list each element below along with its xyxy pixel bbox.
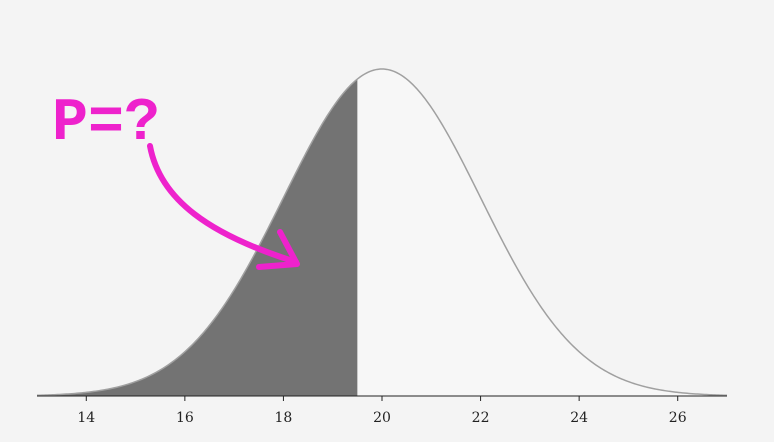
annotation-label: P=? xyxy=(52,90,160,158)
shaded-probability-area xyxy=(37,79,358,396)
x-tick-label: 20 xyxy=(373,410,391,426)
x-tick-label: 14 xyxy=(77,410,95,426)
x-axis-ticks: 14 16 18 20 22 24 26 xyxy=(77,396,687,426)
arrowhead-icon xyxy=(256,229,300,270)
x-tick-label: 24 xyxy=(570,410,588,426)
annotation-arrow-icon xyxy=(147,143,299,265)
density-curve xyxy=(36,68,728,397)
x-tick-label: 16 xyxy=(176,410,194,426)
x-tick-label: 22 xyxy=(472,410,490,426)
x-tick-label: 18 xyxy=(275,410,293,426)
probability-annotation: P=? xyxy=(52,90,300,270)
x-tick-label: 26 xyxy=(669,410,687,426)
unshaded-area xyxy=(37,69,727,396)
